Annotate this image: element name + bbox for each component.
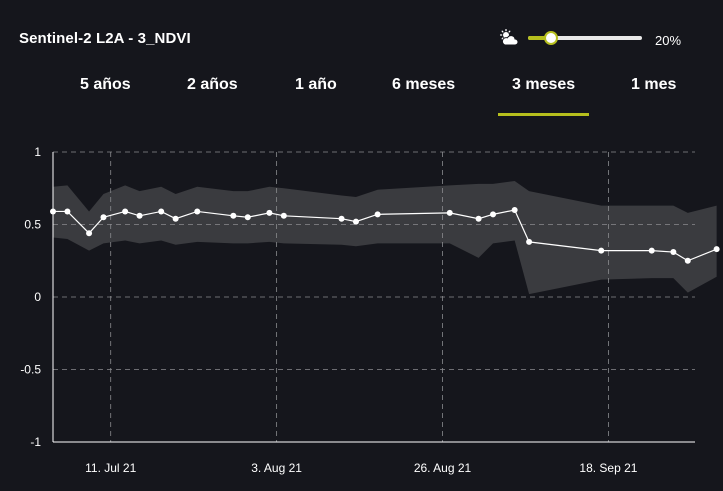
tab-5-years[interactable]: 5 años xyxy=(80,76,131,116)
y-tick-label: -0.5 xyxy=(20,363,41,377)
cloud-coverage-slider[interactable] xyxy=(528,31,642,45)
y-tick-label: 1 xyxy=(34,145,41,159)
ndvi-chart: 1 0.5 0 -0.5 -1 11. Jul 21 3. Aug 21 26. Aug 21… xyxy=(20,145,720,475)
x-tick-label: 11. Jul 21 xyxy=(85,461,136,475)
data-point[interactable] xyxy=(158,208,165,215)
tab-1-month[interactable]: 1 mes xyxy=(631,76,676,116)
tab-label: 3 meses xyxy=(512,76,576,93)
slider-track[interactable] xyxy=(528,36,642,40)
y-tick-label: -1 xyxy=(30,435,41,449)
x-tick-label: 3. Aug 21 xyxy=(251,461,302,475)
min-max-band xyxy=(53,181,717,295)
data-point[interactable] xyxy=(64,208,71,215)
data-point[interactable] xyxy=(86,230,93,237)
x-tick-label: 26. Aug 21 xyxy=(414,461,472,475)
data-point[interactable] xyxy=(670,249,677,256)
data-point[interactable] xyxy=(352,218,359,225)
tab-1-year[interactable]: 1 año xyxy=(295,76,337,116)
slider-fill xyxy=(528,36,551,40)
data-point[interactable] xyxy=(172,215,179,222)
data-point[interactable] xyxy=(50,208,56,215)
slider-thumb[interactable] xyxy=(543,31,558,45)
data-point[interactable] xyxy=(475,215,482,222)
data-point[interactable] xyxy=(266,209,273,216)
active-tab-indicator xyxy=(498,113,590,116)
chart-title: Sentinel-2 L2A - 3_NDVI xyxy=(19,30,191,47)
tab-label: 5 años xyxy=(80,76,131,93)
y-tick-label: 0.5 xyxy=(24,218,41,232)
data-point[interactable] xyxy=(338,215,345,222)
tab-3-months[interactable]: 3 meses xyxy=(498,76,590,116)
data-point[interactable] xyxy=(490,211,497,218)
data-point[interactable] xyxy=(713,246,720,253)
time-range-tabs: 5 años 2 años 1 año 6 meses 3 meses 1 me… xyxy=(60,76,700,120)
data-point[interactable] xyxy=(194,208,201,215)
data-point[interactable] xyxy=(374,211,381,218)
data-point[interactable] xyxy=(280,212,287,219)
data-point[interactable] xyxy=(598,247,605,254)
tab-6-months[interactable]: 6 meses xyxy=(392,76,455,116)
tab-label: 2 años xyxy=(187,76,238,93)
tab-label: 6 meses xyxy=(392,76,456,93)
data-point[interactable] xyxy=(684,257,691,264)
data-point[interactable] xyxy=(230,212,237,219)
data-point[interactable] xyxy=(244,214,251,221)
data-point[interactable] xyxy=(511,207,518,213)
tab-2-years[interactable]: 2 años xyxy=(187,76,238,116)
data-point[interactable] xyxy=(446,209,453,216)
y-tick-label: 0 xyxy=(34,290,41,304)
x-tick-label: 18. Sep 21 xyxy=(579,461,637,475)
cloud-coverage-value: 20% xyxy=(655,33,682,48)
data-point[interactable] xyxy=(122,208,129,215)
cloud-sun-icon xyxy=(499,29,518,46)
data-point[interactable] xyxy=(526,238,533,245)
tab-label: 1 año xyxy=(295,76,337,93)
data-point[interactable] xyxy=(100,214,107,221)
data-point[interactable] xyxy=(136,212,143,219)
data-point[interactable] xyxy=(648,247,655,254)
tab-label: 1 mes xyxy=(631,76,677,93)
